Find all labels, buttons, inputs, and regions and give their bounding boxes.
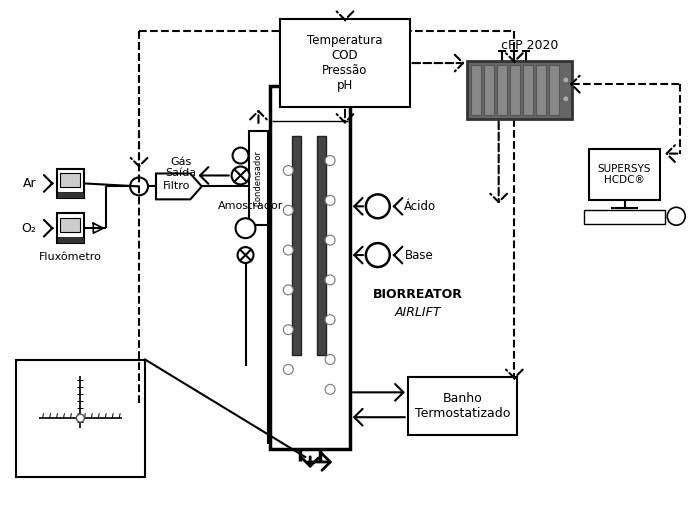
Circle shape (366, 194, 390, 218)
Bar (484, 65, 494, 115)
Circle shape (283, 165, 293, 176)
Bar (270, 86, 350, 449)
Text: Fluxômetro: Fluxômetro (39, 252, 102, 262)
Circle shape (563, 77, 569, 83)
Circle shape (232, 167, 250, 185)
Bar (56, 213, 85, 243)
Bar (16, 360, 145, 477)
Circle shape (325, 385, 335, 394)
Bar (61, 173, 80, 187)
Text: Base: Base (405, 248, 434, 262)
Text: Condensador: Condensador (254, 150, 263, 206)
Text: Temperatura
COD
Pressão
pH: Temperatura COD Pressão pH (308, 34, 383, 92)
Text: Ar: Ar (23, 177, 36, 190)
Circle shape (325, 235, 335, 245)
Bar (471, 65, 482, 115)
Circle shape (233, 147, 248, 163)
Bar (497, 65, 507, 115)
Bar (56, 237, 85, 243)
Circle shape (283, 205, 293, 215)
Circle shape (283, 364, 293, 375)
Circle shape (325, 275, 335, 285)
Circle shape (283, 285, 293, 295)
Bar (549, 65, 559, 115)
Circle shape (235, 218, 255, 238)
Text: Filtro: Filtro (163, 181, 191, 192)
Text: BIORREATOR: BIORREATOR (373, 288, 462, 301)
Text: AIRLIFT: AIRLIFT (394, 306, 441, 319)
Circle shape (325, 354, 335, 364)
Text: Amostrador: Amostrador (218, 201, 283, 211)
Circle shape (130, 178, 148, 195)
Text: Ácido: Ácido (404, 200, 436, 213)
Bar (292, 136, 301, 354)
Bar (317, 136, 326, 354)
Circle shape (325, 155, 335, 165)
Text: Banho
Termostatizado: Banho Termostatizado (415, 392, 510, 420)
Circle shape (237, 247, 253, 263)
Circle shape (325, 315, 335, 325)
Bar (589, 148, 660, 201)
Circle shape (563, 96, 569, 102)
Polygon shape (156, 173, 202, 200)
Circle shape (366, 243, 390, 267)
Bar (56, 169, 85, 198)
Bar (583, 210, 665, 224)
Bar (523, 65, 533, 115)
Text: cFP 2020: cFP 2020 (501, 39, 558, 52)
Circle shape (325, 195, 335, 205)
Bar (61, 218, 80, 232)
Text: O₂: O₂ (22, 222, 36, 235)
Bar (408, 377, 517, 435)
Bar (510, 65, 520, 115)
Text: SUPERSYS
HCDC®: SUPERSYS HCDC® (598, 164, 652, 185)
Circle shape (76, 414, 85, 422)
Bar (272, 121, 348, 449)
Bar (467, 61, 572, 119)
Circle shape (667, 207, 685, 225)
Circle shape (283, 325, 293, 335)
Circle shape (283, 245, 293, 255)
Bar (280, 19, 409, 107)
Bar (536, 65, 546, 115)
Bar (56, 193, 85, 198)
Text: Gás
Saída: Gás Saída (165, 157, 196, 178)
Bar (248, 131, 268, 225)
